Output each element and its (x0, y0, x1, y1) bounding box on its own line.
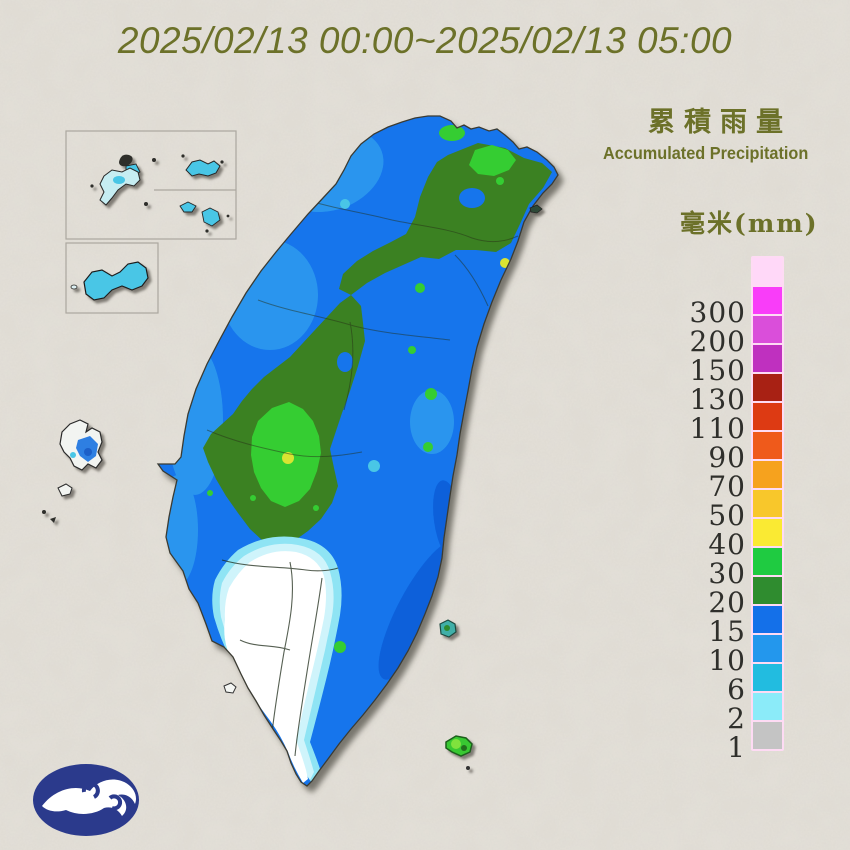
scale-block-70 (753, 461, 782, 488)
kinmen-inset-box (65, 242, 159, 314)
scale-label-110: 110 (689, 412, 746, 446)
scale-block-30 (753, 548, 782, 575)
matsu-inset-box (65, 130, 237, 240)
cwa-logo (33, 764, 139, 836)
precipitation-scale-bar (751, 256, 784, 751)
scale-label-20: 20 (708, 586, 746, 620)
scale-label-300: 300 (689, 296, 746, 330)
scale-label-150: 150 (689, 354, 746, 388)
scale-label-90: 90 (708, 441, 746, 475)
scale-block-300 (753, 287, 782, 314)
scale-block-90 (753, 432, 782, 459)
legend-title-en: Accumulated Precipitation (603, 143, 809, 163)
legend-unit-label: 毫米(mm) (680, 209, 819, 238)
scale-label-40: 40 (708, 528, 746, 562)
scale-block-40 (753, 519, 782, 546)
scale-label-6: 6 (727, 673, 746, 707)
scale-label-70: 70 (708, 470, 746, 504)
scale-label-30: 30 (708, 557, 746, 591)
orchid-island (445, 735, 473, 770)
scale-block-top-0 (753, 258, 782, 285)
scale-label-1: 1 (727, 731, 746, 765)
scale-block-2 (753, 693, 782, 720)
green-island (439, 619, 457, 638)
scale-block-15 (753, 606, 782, 633)
scale-block-150 (753, 345, 782, 372)
legend-title-zh: 累積雨量 (648, 107, 792, 138)
scale-label-15: 15 (708, 615, 746, 649)
guishan-island (529, 204, 543, 214)
matsu-islands (90, 154, 230, 233)
scale-label-50: 50 (708, 499, 746, 533)
scale-block-1 (753, 722, 782, 749)
scale-block-50 (753, 490, 782, 517)
scale-label-130: 130 (689, 383, 746, 417)
scale-block-110 (753, 403, 782, 430)
scale-label-200: 200 (689, 325, 746, 359)
scale-block-130 (753, 374, 782, 401)
taiwan-coastline (156, 115, 559, 787)
precipitation-scale: 300 200 150 130 110 90 70 50 40 30 20 15 10 6 2 1 (0, 256, 850, 764)
scale-label-2: 2 (727, 702, 746, 736)
xiaoliuqiu-island (223, 682, 237, 694)
kinmen-island (70, 261, 149, 301)
date-range-title: 2025/02/13 00:00~2025/02/13 05:00 (117, 20, 733, 61)
scale-block-200 (753, 316, 782, 343)
precipitation-scale-labels: 300 200 150 130 110 90 70 50 40 30 20 15 10 6 2 1 (640, 258, 746, 764)
penghu-islands (42, 419, 103, 523)
scale-block-20 (753, 577, 782, 604)
scale-block-10 (753, 635, 782, 662)
scale-block-6 (753, 664, 782, 691)
scale-label-10: 10 (708, 644, 746, 678)
